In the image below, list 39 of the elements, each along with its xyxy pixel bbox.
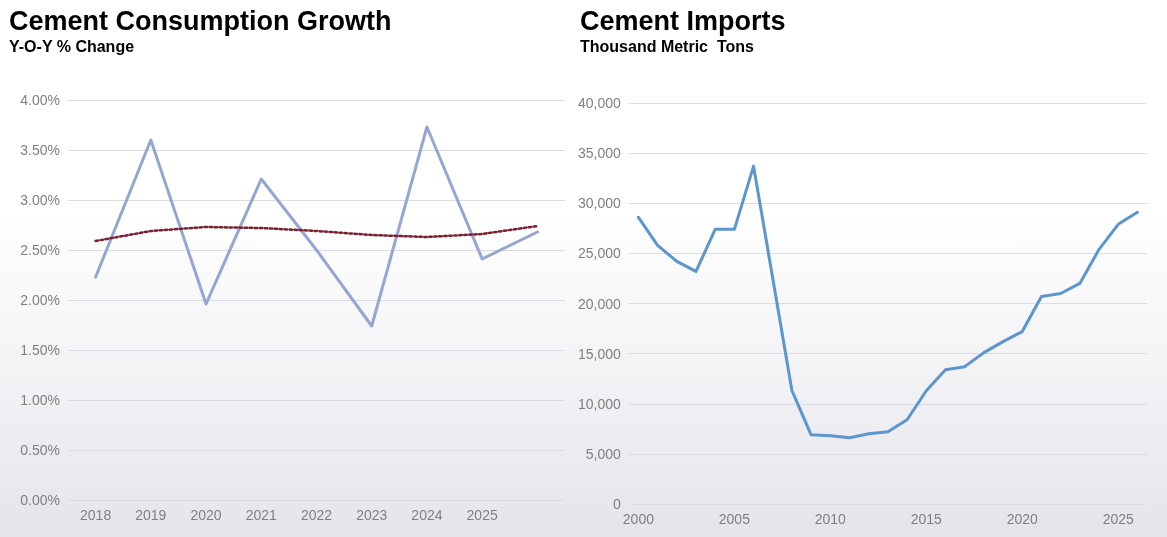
y-tick-label: 1.50%	[20, 342, 60, 358]
y-tick-label: 1.00%	[20, 392, 60, 408]
x-tick-label: 2015	[910, 511, 943, 527]
line-series	[94, 224, 539, 243]
x-tick-label: 2000	[622, 511, 655, 527]
x-tick-label: 2005	[718, 511, 751, 527]
y-tick-label: 25,000	[577, 245, 622, 262]
y-tick-label: 3.50%	[20, 142, 60, 158]
y-tick-label: 10,000	[577, 395, 622, 412]
y-tick-label: 4.00%	[20, 92, 60, 108]
y-tick-label: 5,000	[585, 445, 622, 462]
y-tick-label: 0	[613, 496, 622, 512]
y-tick-label: 15,000	[577, 345, 622, 362]
x-tick-label: 2024	[411, 507, 443, 523]
x-tick-label: 2023	[356, 507, 388, 523]
x-tick-label: 2018	[80, 507, 112, 523]
y-tick-label: 0.50%	[20, 442, 60, 458]
y-tick-label: 40,000	[577, 95, 622, 111]
y-tick-label: 3.00%	[20, 192, 60, 208]
y-tick-label: 2.50%	[20, 242, 60, 258]
x-tick-label: 2025	[466, 507, 498, 523]
chart-title: Cement Consumption Growth	[9, 5, 392, 36]
y-tick-label: 2.00%	[20, 292, 60, 308]
x-tick-label: 2019	[135, 507, 167, 523]
y-tick-label: 30,000	[577, 195, 622, 212]
chart-title: Cement Imports	[580, 5, 786, 36]
x-tick-label: 2010	[814, 511, 847, 527]
x-tick-label: 2020	[1006, 511, 1039, 527]
line-series	[636, 164, 1139, 440]
y-tick-label: 35,000	[577, 145, 622, 162]
line-series	[94, 125, 539, 328]
y-tick-label: 20,000	[577, 295, 622, 312]
x-tick-label: 2025	[1102, 511, 1134, 527]
x-tick-label: 2020	[190, 507, 222, 523]
chart-subtitle: Y-O-Y % Change	[9, 37, 135, 55]
chart-subtitle: Thousand Metric Tons	[580, 37, 755, 55]
x-tick-label: 2021	[245, 507, 278, 523]
x-tick-label: 2022	[300, 507, 333, 523]
y-tick-label: 0.00%	[20, 492, 60, 508]
